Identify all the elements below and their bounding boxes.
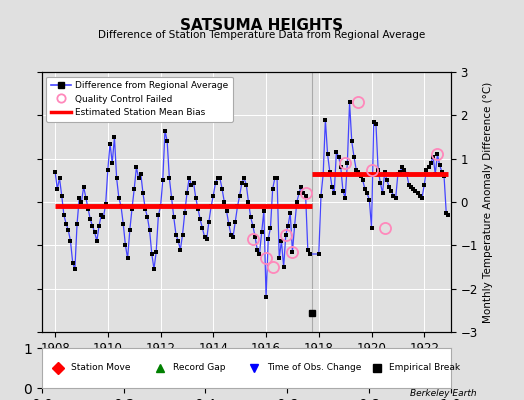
Text: Record Gap: Record Gap (173, 364, 225, 372)
Text: Difference of Station Temperature Data from Regional Average: Difference of Station Temperature Data f… (99, 30, 425, 40)
Text: Empirical Break: Empirical Break (389, 364, 461, 372)
Legend: Difference from Regional Average, Quality Control Failed, Estimated Station Mean: Difference from Regional Average, Qualit… (47, 76, 233, 122)
Y-axis label: Monthly Temperature Anomaly Difference (°C): Monthly Temperature Anomaly Difference (… (483, 81, 493, 323)
Text: Time of Obs. Change: Time of Obs. Change (267, 364, 361, 372)
Text: Station Move: Station Move (71, 364, 130, 372)
Text: Berkeley Earth: Berkeley Earth (410, 389, 477, 398)
Text: SATSUMA HEIGHTS: SATSUMA HEIGHTS (180, 18, 344, 33)
